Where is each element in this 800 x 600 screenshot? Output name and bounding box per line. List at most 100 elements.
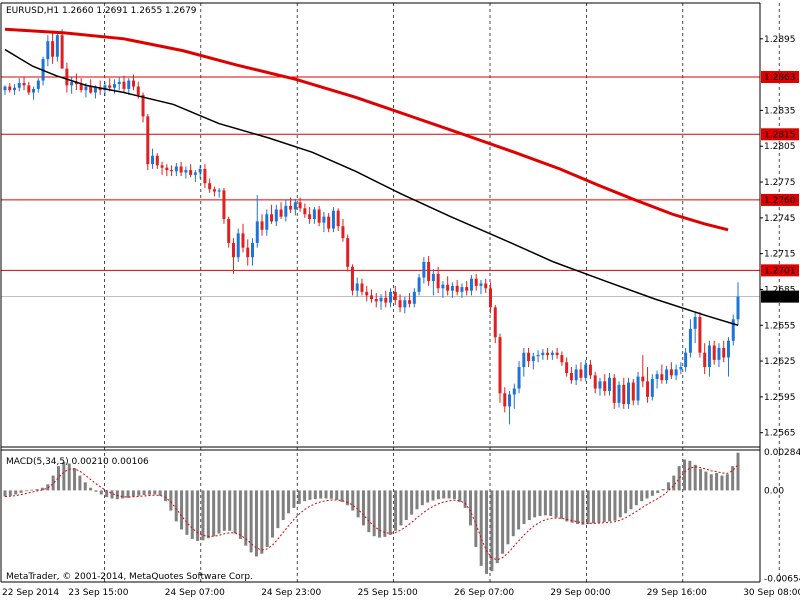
candle-body	[579, 369, 583, 378]
candle-body	[17, 82, 21, 88]
macd-bar	[570, 490, 574, 523]
macd-bar	[180, 490, 184, 530]
macd-bar	[206, 490, 210, 539]
macd-bar	[452, 490, 456, 500]
macd-bar	[367, 490, 371, 533]
macd-bar	[629, 490, 633, 510]
candle-body	[13, 87, 17, 91]
candle-body	[707, 345, 711, 368]
macd-bar	[699, 468, 703, 491]
candle-body	[398, 300, 402, 308]
candle-body	[236, 233, 240, 258]
candle-body	[736, 296, 740, 320]
candle-body	[146, 116, 150, 165]
x-tick-label: 23 Sep 15:00	[68, 588, 128, 598]
macd-bar	[153, 490, 157, 495]
macd-bar	[158, 490, 162, 496]
candle-body	[598, 381, 602, 389]
macd-bar	[14, 490, 18, 495]
bid-tag	[761, 290, 799, 303]
y-tick-label: 1.2895	[764, 35, 796, 45]
macd-bar	[463, 490, 467, 508]
macd-bar	[201, 490, 205, 541]
macd-bar	[30, 489, 34, 491]
candle-body	[355, 283, 359, 291]
candle-body	[726, 340, 730, 358]
macd-bar	[147, 490, 151, 495]
candle-body	[60, 35, 64, 69]
macd-bar	[126, 490, 130, 498]
candle-body	[517, 367, 521, 389]
macd-bar	[356, 490, 360, 518]
macd-bar	[313, 490, 317, 500]
candle-body	[265, 214, 269, 230]
candle-body	[636, 376, 640, 401]
level-tag	[761, 128, 799, 141]
macd-bar	[720, 475, 724, 491]
macd-bar	[271, 490, 275, 538]
macd-bar	[51, 475, 55, 491]
candle-body	[165, 167, 169, 171]
horizontal-levels: 1.2863 1.2815 1.2760 1.2701 1.2679	[1, 71, 799, 303]
x-tick-label: 22 Sep 2014	[2, 588, 59, 598]
candle-body	[303, 208, 307, 215]
chart-header: EURUSD,H1 1.2660 1.2691 1.2655 1.2679	[6, 6, 197, 16]
candle-body	[684, 352, 688, 368]
macd-bar	[361, 490, 365, 526]
macd-bar	[185, 490, 189, 535]
candle-body	[284, 205, 288, 217]
candle-body	[155, 155, 159, 166]
macd-bar	[468, 490, 472, 526]
candle-body	[665, 369, 669, 381]
macd-bar	[485, 490, 489, 574]
candle-body	[469, 278, 473, 291]
macd-bar	[581, 490, 585, 525]
candle-body	[374, 299, 378, 302]
y-tick-label: 1.2655	[764, 321, 796, 331]
candle-body	[117, 81, 121, 85]
candle-body	[722, 347, 726, 358]
candle-body	[55, 35, 59, 57]
macd-bar	[736, 452, 740, 491]
macd-bar	[276, 490, 280, 529]
candle-body	[331, 210, 335, 229]
y-tick-label: 1.2805	[764, 142, 796, 152]
macd-bar	[709, 474, 713, 491]
candle-body	[427, 262, 431, 282]
macd-bar	[281, 490, 285, 521]
macd-bar	[399, 490, 403, 526]
macd-bar	[260, 490, 264, 554]
macd-bar	[672, 475, 676, 491]
level-tag-label: 1.2701	[764, 266, 796, 276]
candle-body	[170, 170, 174, 172]
candle-body	[612, 377, 616, 403]
macd-bar	[105, 490, 109, 498]
candle-body	[536, 355, 540, 357]
candle-body	[132, 80, 136, 87]
macd-bar	[40, 487, 44, 491]
candle-body	[393, 291, 397, 301]
macd-bar	[115, 490, 119, 500]
x-tick-label: 26 Sep 07:00	[454, 588, 514, 598]
macd-bar	[458, 490, 462, 502]
x-tick-label: 29 Sep 16:00	[647, 588, 707, 598]
y-tick-label: 1.2625	[764, 357, 796, 367]
macd-tick-label: -0.00654	[764, 574, 800, 584]
candle-body	[70, 81, 74, 86]
candle-body	[198, 168, 202, 173]
macd-bar	[8, 490, 12, 496]
candle-body	[574, 369, 578, 381]
candle-body	[22, 82, 26, 86]
candle-body	[203, 168, 207, 184]
macd-bar	[249, 490, 253, 553]
bid-tag-label: 1.2679	[764, 293, 796, 303]
candle-body	[289, 205, 293, 210]
macd-bar	[597, 490, 601, 523]
macd-bar	[565, 490, 569, 522]
macd-tick-label: 0.00284	[764, 448, 800, 458]
candle-body	[84, 86, 88, 91]
macd-bar	[62, 462, 66, 491]
y-tick-label: 1.2745	[764, 214, 796, 224]
candle-body	[179, 166, 183, 173]
